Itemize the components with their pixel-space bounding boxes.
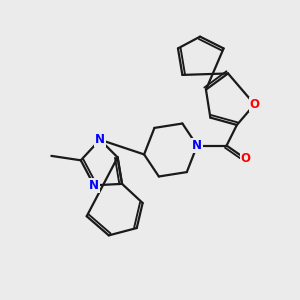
- Text: N: N: [89, 179, 99, 192]
- Text: O: O: [241, 152, 251, 165]
- Text: N: N: [192, 139, 202, 152]
- Text: N: N: [95, 133, 105, 146]
- Text: O: O: [250, 98, 260, 111]
